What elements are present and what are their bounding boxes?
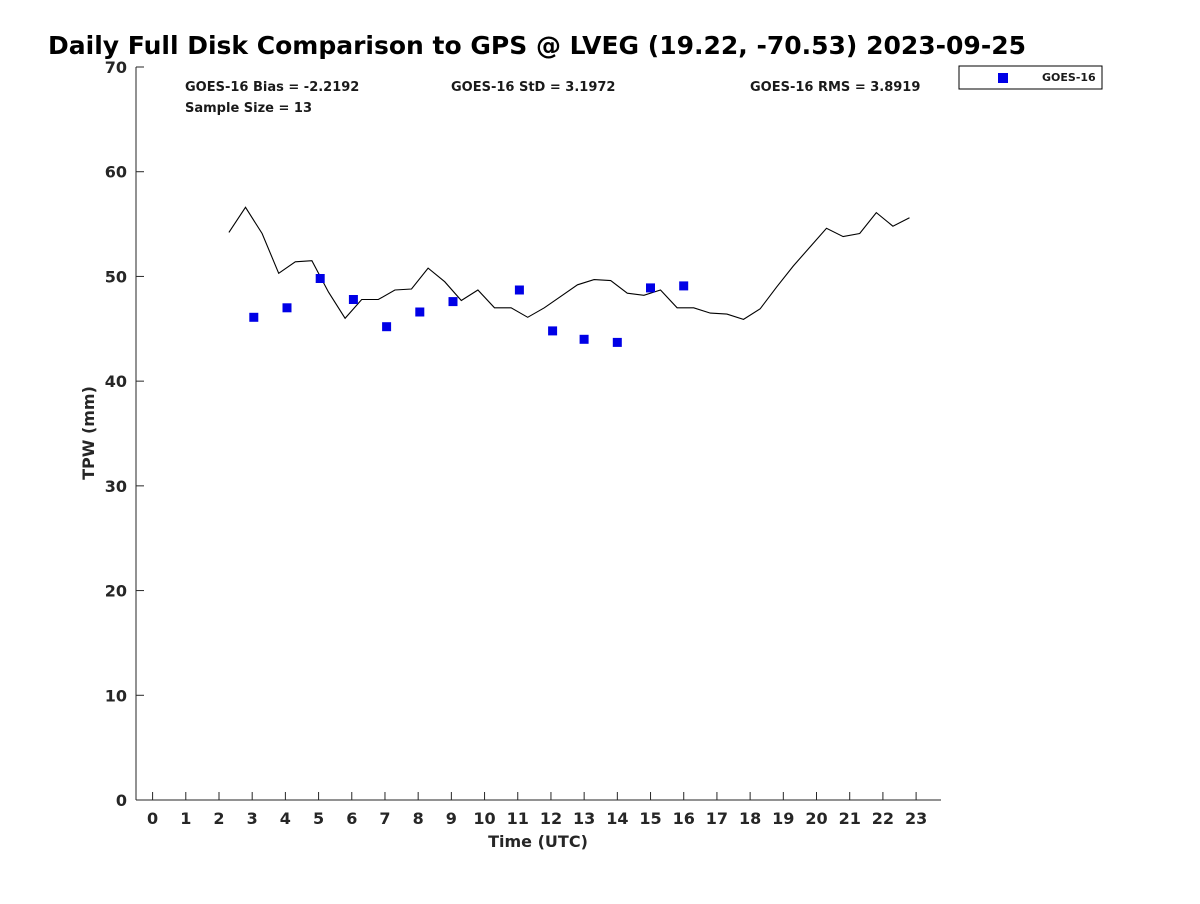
stat-sample-size: Sample Size = 13 [185, 101, 312, 116]
x-tick-label: 23 [905, 809, 927, 828]
x-tick-label: 17 [706, 809, 728, 828]
x-tick-label: 10 [473, 809, 495, 828]
y-tick-label: 0 [116, 791, 127, 810]
goes16-data-point [448, 297, 458, 307]
legend-label-goes16: GOES-16 [1042, 71, 1096, 84]
x-tick-label: 0 [147, 809, 158, 828]
x-tick-label: 6 [346, 809, 357, 828]
x-tick-label: 13 [573, 809, 595, 828]
x-tick-label: 2 [213, 809, 224, 828]
stat-bias: GOES-16 Bias = -2.2192 [185, 80, 359, 95]
line-series-layer [228, 206, 910, 321]
x-tick-label: 1 [180, 809, 191, 828]
goes16-data-point [548, 326, 558, 336]
x-tick-label: 9 [446, 809, 457, 828]
x-tick-label: 20 [805, 809, 827, 828]
goes16-data-point [646, 283, 655, 293]
legend-box [958, 65, 1103, 90]
y-axis-label: TPW (mm) [79, 386, 98, 480]
x-tick-label: 12 [540, 809, 562, 828]
x-tick-label: 16 [673, 809, 695, 828]
goes16-data-point [382, 322, 392, 332]
x-tick-label: 5 [313, 809, 324, 828]
x-tick-label: 3 [247, 809, 258, 828]
goes16-data-point [612, 337, 622, 347]
goes16-data-point [415, 307, 425, 317]
y-tick-label: 20 [105, 582, 127, 601]
goes16-data-point [679, 281, 689, 291]
x-axis-label: Time (UTC) [488, 832, 588, 851]
x-tick-label: 7 [379, 809, 390, 828]
x-tick-label: 18 [739, 809, 761, 828]
goes16-data-point [315, 274, 325, 283]
x-tick-label: 21 [839, 809, 861, 828]
goes16-data-point [249, 312, 259, 322]
legend: GOES-16 [958, 65, 1103, 90]
y-tick-label: 10 [105, 686, 127, 705]
chart-title: Daily Full Disk Comparison to GPS @ LVEG… [48, 31, 1026, 60]
y-tick-label: 60 [105, 163, 127, 182]
x-tick-label: 8 [413, 809, 424, 828]
goes16-data-point [282, 303, 292, 313]
scatter-series-layer [249, 274, 689, 347]
x-tick-label: 11 [507, 809, 529, 828]
x-tick-label: 19 [772, 809, 794, 828]
x-tick-label: 22 [872, 809, 894, 828]
x-tick-label: 4 [280, 809, 291, 828]
y-tick-label: 30 [105, 477, 127, 496]
y-tick-label: 50 [105, 267, 127, 286]
stat-std: GOES-16 StD = 3.1972 [451, 80, 615, 95]
goes16-data-point [579, 334, 589, 344]
stat-rms: GOES-16 RMS = 3.8919 [750, 80, 920, 95]
x-tick-label: 15 [639, 809, 661, 828]
y-tick-label: 70 [105, 58, 127, 77]
y-tick-label: 40 [105, 372, 127, 391]
goes16-data-point [348, 295, 358, 304]
legend-marker-goes16 [998, 73, 1008, 83]
goes16-data-point [514, 285, 524, 295]
x-tick-label: 14 [606, 809, 628, 828]
gps-tpw-line [228, 206, 910, 321]
